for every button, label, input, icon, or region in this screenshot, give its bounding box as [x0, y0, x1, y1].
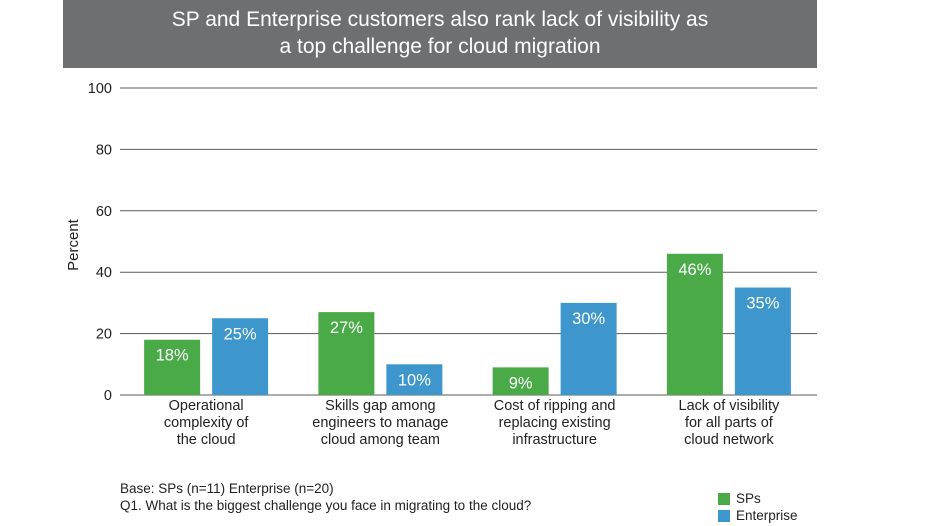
bar-sps-0	[144, 339, 201, 395]
x-category-label-0-line-1: complexity of	[164, 415, 250, 431]
x-category-label-1-line-0: Skills gap among	[325, 398, 435, 414]
bar-sps-1	[318, 312, 375, 395]
chart-title: SP and Enterprise customers also rank la…	[63, 0, 817, 68]
chart-title-line-1: SP and Enterprise customers also rank la…	[171, 8, 709, 31]
y-tick-label-60: 60	[96, 204, 112, 220]
bar-label-enterprise-2: 30%	[572, 310, 605, 328]
x-category-label-3-line-2: cloud network	[684, 432, 774, 448]
bar-enterprise-2	[560, 302, 617, 395]
bar-label-sps-2: 9%	[509, 374, 533, 392]
bar-label-sps-0: 18%	[156, 347, 189, 365]
bar-enterprise-0	[212, 318, 269, 395]
legend-item-sps: SPs	[718, 490, 798, 507]
x-category-label-2-line-1: replacing existing	[499, 415, 611, 431]
x-category-label-1-line-2: cloud among team	[321, 432, 440, 448]
legend-swatch-sps	[718, 492, 730, 505]
legend-label-sps: SPs	[736, 491, 761, 506]
x-category-label-0-line-0: Operational	[169, 398, 244, 414]
y-tick-label-40: 40	[96, 265, 112, 281]
bar-label-enterprise-0: 25%	[224, 325, 257, 343]
x-category-label-2-line-0: Cost of ripping and	[494, 398, 616, 414]
y-tick-label-80: 80	[96, 142, 112, 158]
footnote-base: Base: SPs (n=11) Enterprise (n=20)	[120, 481, 334, 496]
footnote-question: Q1. What is the biggest challenge you fa…	[120, 498, 532, 513]
legend-item-enterprise: Enterprise	[718, 507, 798, 524]
bar-label-enterprise-1: 10%	[398, 371, 431, 389]
x-category-label-0-line-2: the cloud	[177, 432, 236, 448]
x-category-label-2-line-2: infrastructure	[512, 432, 597, 448]
legend-swatch-enterprise	[718, 509, 730, 522]
x-category-label-3-line-1: for all parts of	[685, 415, 774, 431]
bar-sps-3	[666, 253, 723, 395]
y-tick-label-100: 100	[88, 81, 112, 97]
y-tick-label-20: 20	[96, 327, 112, 343]
bar-label-sps-1: 27%	[330, 319, 363, 337]
y-axis-label: Percent	[65, 218, 82, 271]
bar-label-enterprise-3: 35%	[746, 295, 779, 313]
x-category-label-1-line-1: engineers to manage	[312, 415, 448, 431]
bar-chart: 0 20 40 60 80 100 Percent 18% 25% Operationalcomp…	[65, 81, 817, 448]
footnote: Base: SPs (n=11) Enterprise (n=20) Q1. W…	[120, 480, 531, 514]
chart-title-line-2: a top challenge for cloud migration	[279, 35, 601, 58]
x-category-label-3-line-0: Lack of visibility	[679, 398, 780, 414]
bar-enterprise-3	[734, 287, 791, 395]
bar-enterprise-1	[386, 364, 443, 395]
bar-label-sps-3: 46%	[678, 261, 711, 279]
legend-label-enterprise: Enterprise	[736, 508, 798, 523]
bar-sps-2	[492, 367, 549, 395]
chart-legend: SPs Enterprise	[718, 490, 798, 524]
y-tick-label-0: 0	[104, 388, 112, 404]
